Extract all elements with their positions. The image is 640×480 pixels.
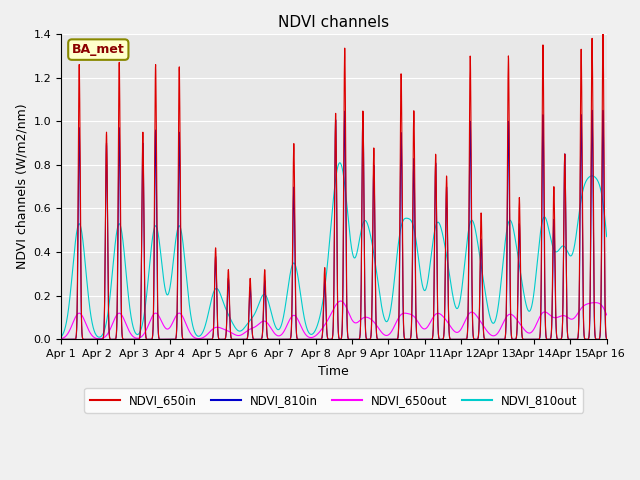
NDVI_810in bbox=[266, 336, 274, 342]
Line: NDVI_650in: NDVI_650in bbox=[61, 34, 607, 339]
Legend: NDVI_650in, NDVI_810in, NDVI_650out, NDVI_810out: NDVI_650in, NDVI_810in, NDVI_650out, NDV… bbox=[84, 388, 584, 413]
NDVI_650in bbox=[57, 336, 65, 342]
NDVI_650out bbox=[152, 310, 159, 316]
NDVI_650in bbox=[290, 141, 298, 146]
NDVI_810in bbox=[592, 336, 600, 342]
NDVI_810in bbox=[152, 127, 159, 133]
NDVI_650in bbox=[120, 336, 127, 342]
NDVI_810out bbox=[534, 257, 541, 263]
Line: NDVI_810out: NDVI_810out bbox=[61, 163, 607, 337]
NDVI_810in bbox=[533, 336, 541, 342]
NDVI_810out bbox=[290, 260, 298, 266]
NDVI_650out bbox=[57, 336, 65, 342]
NDVI_810in bbox=[603, 336, 611, 342]
NDVI_650out bbox=[290, 312, 298, 318]
NDVI_810out bbox=[336, 160, 344, 166]
NDVI_650in bbox=[533, 336, 541, 342]
NDVI_650out bbox=[603, 312, 611, 318]
NDVI_810out bbox=[152, 223, 159, 228]
NDVI_650in bbox=[592, 336, 600, 342]
NDVI_810out bbox=[603, 234, 611, 240]
NDVI_810out bbox=[95, 334, 103, 340]
NDVI_650in bbox=[266, 336, 274, 342]
NDVI_650in bbox=[603, 336, 611, 342]
NDVI_810out bbox=[267, 306, 275, 312]
Title: NDVI channels: NDVI channels bbox=[278, 15, 389, 30]
Y-axis label: NDVI channels (W/m2/nm): NDVI channels (W/m2/nm) bbox=[15, 104, 28, 269]
Text: BA_met: BA_met bbox=[72, 43, 125, 56]
NDVI_810out bbox=[593, 176, 600, 181]
NDVI_650in bbox=[152, 62, 159, 68]
NDVI_650out bbox=[267, 324, 275, 330]
NDVI_650out bbox=[120, 315, 127, 321]
NDVI_810in bbox=[290, 184, 298, 190]
X-axis label: Time: Time bbox=[319, 365, 349, 378]
NDVI_810out bbox=[120, 242, 127, 248]
Line: NDVI_810in: NDVI_810in bbox=[61, 110, 607, 339]
NDVI_650out bbox=[337, 298, 344, 304]
NDVI_810in bbox=[599, 108, 607, 113]
NDVI_650out bbox=[534, 319, 541, 324]
NDVI_810out bbox=[57, 334, 65, 340]
NDVI_650in bbox=[599, 31, 607, 37]
NDVI_810in bbox=[120, 336, 127, 342]
NDVI_810in bbox=[57, 336, 65, 342]
Line: NDVI_650out: NDVI_650out bbox=[61, 301, 607, 339]
NDVI_650out bbox=[95, 336, 103, 342]
NDVI_650out bbox=[593, 300, 600, 306]
